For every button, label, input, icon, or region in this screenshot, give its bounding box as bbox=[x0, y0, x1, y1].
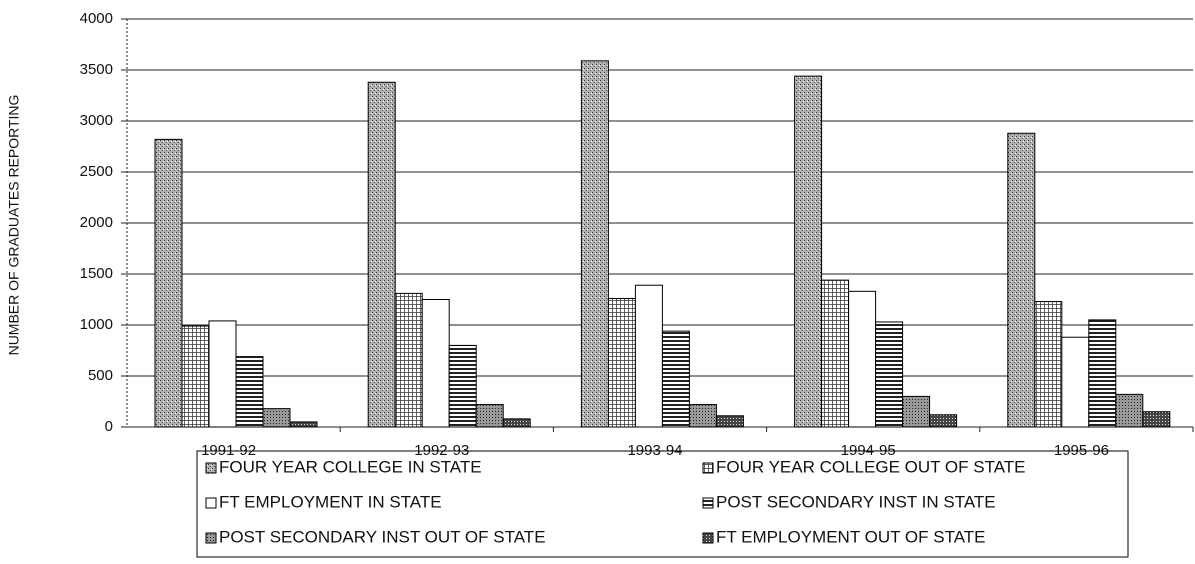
bar bbox=[875, 321, 904, 428]
legend-label: POST SECONDARY INST IN STATE bbox=[716, 492, 996, 511]
legend-label: FOUR YEAR COLLEGE OUT OF STATE bbox=[716, 457, 1026, 476]
y-tick-label: 2500 bbox=[80, 163, 113, 180]
bar bbox=[421, 299, 450, 428]
bar bbox=[394, 292, 423, 428]
bar bbox=[848, 290, 877, 428]
legend bbox=[196, 450, 1129, 558]
bar bbox=[1034, 301, 1063, 428]
legend-swatch bbox=[205, 532, 217, 544]
bar bbox=[929, 414, 958, 428]
bar bbox=[1061, 336, 1090, 428]
legend-swatch bbox=[205, 497, 217, 509]
y-tick-label: 4000 bbox=[80, 10, 113, 27]
bar bbox=[502, 418, 531, 428]
y-tick-label: 500 bbox=[88, 367, 113, 384]
legend-swatch bbox=[702, 497, 714, 509]
bar bbox=[289, 421, 318, 428]
bar bbox=[235, 356, 264, 428]
y-tick-label: 3500 bbox=[80, 61, 113, 78]
x-tick-label: 1993-94 bbox=[627, 442, 682, 459]
y-tick-label: 1500 bbox=[80, 265, 113, 282]
legend-swatch bbox=[205, 462, 217, 474]
bar bbox=[448, 344, 477, 428]
bar bbox=[154, 138, 183, 428]
y-tick-label: 3000 bbox=[80, 112, 113, 129]
bar bbox=[902, 395, 931, 428]
bar bbox=[1142, 411, 1171, 428]
y-axis-label: NUMBER OF GRADUATES REPORTING bbox=[6, 95, 22, 356]
legend-label: FT EMPLOYMENT OUT OF STATE bbox=[716, 527, 986, 546]
y-tick-label: 1000 bbox=[80, 316, 113, 333]
bar bbox=[1088, 319, 1117, 428]
bar bbox=[208, 320, 237, 428]
legend-label: POST SECONDARY INST OUT OF STATE bbox=[219, 527, 546, 546]
bar bbox=[367, 81, 396, 428]
bar bbox=[580, 60, 609, 428]
bar bbox=[794, 75, 823, 428]
bar bbox=[821, 279, 850, 428]
legend-label: FOUR YEAR COLLEGE IN STATE bbox=[219, 457, 482, 476]
bar bbox=[715, 415, 744, 428]
bar bbox=[262, 408, 291, 428]
x-tick-label: 1994-95 bbox=[841, 442, 896, 459]
bar bbox=[607, 297, 636, 428]
x-tick-label: 1991-92 bbox=[201, 442, 256, 459]
legend-swatch bbox=[702, 532, 714, 544]
bar bbox=[634, 284, 663, 428]
x-tick-label: 1992-93 bbox=[414, 442, 469, 459]
bar bbox=[1115, 393, 1144, 428]
bar bbox=[661, 330, 690, 428]
legend-swatch bbox=[702, 462, 714, 474]
bar bbox=[181, 325, 210, 428]
bar bbox=[475, 404, 504, 428]
y-tick-label: 2000 bbox=[80, 214, 113, 231]
x-tick-label: 1995-96 bbox=[1054, 442, 1109, 459]
y-tick-label: 0 bbox=[105, 418, 113, 435]
bar bbox=[688, 404, 717, 428]
legend-label: FT EMPLOYMENT IN STATE bbox=[219, 492, 442, 511]
bar bbox=[1007, 132, 1036, 428]
